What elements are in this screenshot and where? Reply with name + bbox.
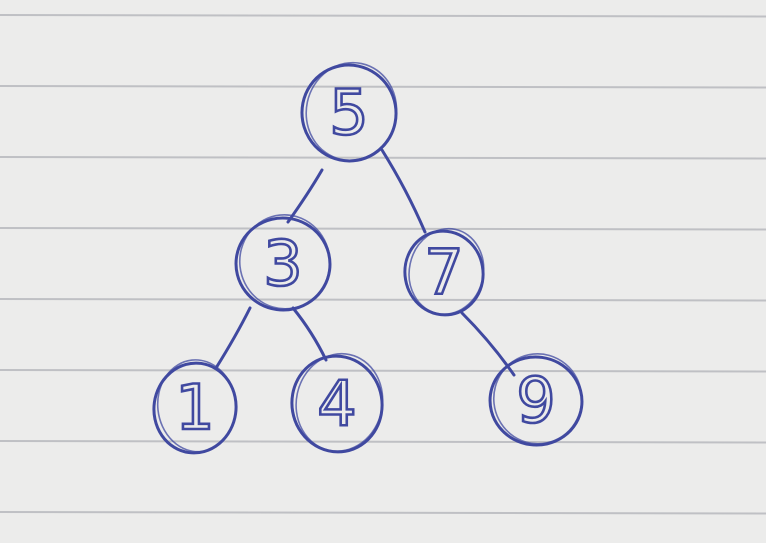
node-label: 9: [516, 364, 555, 437]
node-label: 3: [263, 227, 302, 300]
node-label: 5: [329, 76, 368, 149]
node-circle-overstroke: [305, 61, 398, 162]
node-7: 7: [403, 227, 485, 317]
ruled-lines: [0, 14, 766, 515]
tree-edges: [214, 148, 516, 377]
node-circle-overstroke: [156, 359, 237, 453]
node-circle-overstroke: [492, 353, 583, 445]
node-9: 9: [488, 353, 584, 447]
node-1: 1: [152, 359, 238, 455]
node-5: 5: [300, 61, 398, 163]
ruled-line: [0, 511, 766, 515]
ruled-line: [0, 369, 766, 373]
tree-nodes: 5 3 7 1 4 9: [152, 61, 584, 455]
edge-7-to-9: [460, 311, 516, 377]
edge-5-to-7: [380, 148, 427, 234]
node-circle-overstroke: [408, 227, 485, 316]
edge-3-to-1: [214, 306, 252, 370]
node-circle-overstroke: [238, 214, 331, 310]
edge-3-to-4: [291, 306, 328, 362]
node-label: 7: [424, 236, 463, 309]
node-label: 1: [175, 371, 214, 444]
ruled-line: [0, 298, 766, 302]
node-3: 3: [234, 214, 332, 312]
ruled-line: [0, 227, 766, 231]
ruled-line: [0, 85, 766, 89]
ruled-line: [0, 14, 766, 18]
ruled-line: [0, 440, 766, 444]
ruled-line: [0, 156, 766, 160]
edge-5-to-3: [286, 168, 324, 224]
node-label: 4: [317, 367, 356, 440]
node-circle-overstroke: [295, 352, 384, 453]
node-4: 4: [290, 352, 384, 454]
